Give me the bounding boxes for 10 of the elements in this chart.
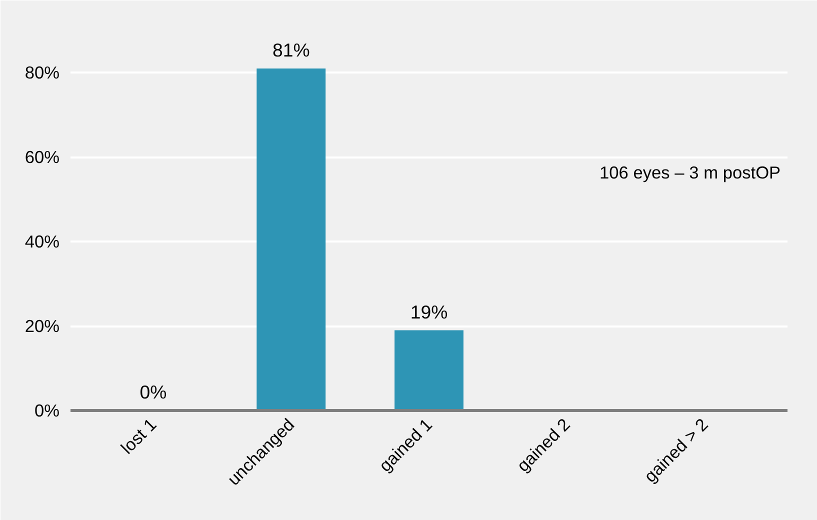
y-tick-label: 40%	[24, 232, 60, 252]
x-tick-label: lost 1	[116, 414, 160, 458]
y-tick-label: 80%	[24, 62, 60, 83]
data-label: 19%	[410, 301, 448, 322]
data-label: 81%	[272, 40, 310, 60]
y-tick-label: 0%	[34, 400, 60, 420]
y-tick-label: 60%	[24, 147, 60, 168]
data-label: 0%	[140, 382, 167, 402]
annotation: 106 eyes – 3 m postOP	[600, 162, 781, 182]
y-tick-label: 20%	[24, 316, 60, 336]
